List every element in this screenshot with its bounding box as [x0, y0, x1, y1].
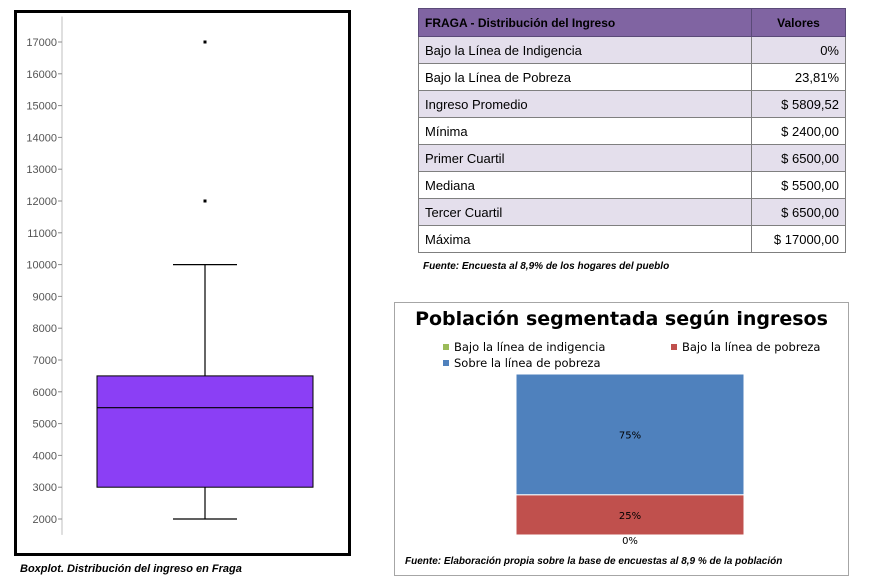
- data-label: 25%: [619, 511, 641, 522]
- legend-label: Bajo la línea de pobreza: [682, 340, 821, 354]
- legend-swatch: [671, 344, 677, 350]
- y-tick-label: 4000: [33, 450, 57, 462]
- y-tick-label: 10000: [26, 260, 57, 272]
- table-header-label: FRAGA - Distribución del Ingreso: [418, 8, 752, 37]
- legend-item-sobre-pobreza: Sobre la línea de pobreza: [443, 356, 601, 370]
- y-tick-label: 6000: [33, 387, 57, 399]
- table-row: Ingreso Promedio $ 5809,52: [418, 90, 846, 118]
- y-tick-label: 16000: [26, 69, 57, 81]
- table-row: Mediana $ 5500,00: [418, 171, 846, 199]
- y-tick-label: 14000: [26, 132, 57, 144]
- row-value: $ 6500,00: [751, 198, 846, 226]
- y-tick-label: 11000: [27, 228, 57, 240]
- y-tick-label: 9000: [33, 291, 57, 303]
- y-tick-label: 17000: [26, 37, 57, 49]
- row-value: 23,81%: [751, 63, 846, 91]
- table-header-row: FRAGA - Distribución del Ingreso Valores: [418, 8, 846, 37]
- table-header-value: Valores: [751, 8, 846, 37]
- row-label: Bajo la Línea de Pobreza: [418, 63, 752, 91]
- legend-item-indigencia: Bajo la línea de indigencia: [443, 340, 605, 354]
- row-value: $ 17000,00: [751, 225, 846, 253]
- boxplot-panel: 2000 3000 4000 5000 6000 7000 8000 9000 10000 110…: [14, 10, 351, 556]
- stacked-bar-chart: 0% 25% 75%: [515, 373, 745, 547]
- chart-source-note: Fuente: Elaboración propia sobre la base…: [405, 556, 783, 567]
- row-label: Ingreso Promedio: [418, 90, 752, 118]
- y-tick-label: 2000: [33, 514, 57, 526]
- boxplot-caption: Boxplot. Distribución del ingreso en Fra…: [20, 563, 242, 575]
- segmented-chart-panel: Población segmentada según ingresos Bajo…: [394, 302, 849, 576]
- boxplot-chart: 2000 3000 4000 5000 6000 7000 8000 9000 10000 110…: [26, 16, 314, 535]
- y-tick-label: 5000: [33, 419, 57, 431]
- table-row: Primer Cuartil $ 6500,00: [418, 144, 846, 172]
- bar-segment: [515, 373, 745, 496]
- row-value: $ 5500,00: [751, 171, 846, 199]
- table-row: Bajo la Línea de Pobreza 23,81%: [418, 63, 846, 91]
- y-tick-label: 15000: [26, 101, 57, 113]
- table-row: Tercer Cuartil $ 6500,00: [418, 198, 846, 226]
- row-value: $ 2400,00: [751, 117, 846, 145]
- row-value: 0%: [751, 36, 846, 64]
- table-row: Máxima $ 17000,00: [418, 225, 846, 253]
- iqr-box: [96, 375, 314, 488]
- y-tick-label: 13000: [26, 164, 57, 176]
- legend-swatch: [443, 360, 449, 366]
- row-label: Primer Cuartil: [418, 144, 752, 172]
- legend-label: Bajo la línea de indigencia: [454, 340, 606, 354]
- row-value: $ 6500,00: [751, 144, 846, 172]
- y-tick-label: 7000: [33, 355, 57, 367]
- row-label: Mediana: [418, 171, 752, 199]
- row-label: Tercer Cuartil: [418, 198, 752, 226]
- y-tick-label: 12000: [26, 196, 57, 208]
- y-tick-label: 3000: [33, 482, 57, 494]
- table-source-note: Fuente: Encuesta al 8,9% de los hogares …: [423, 261, 670, 272]
- outlier-point: [203, 199, 207, 203]
- outlier-point: [203, 40, 207, 44]
- table-row: Bajo la Línea de Indigencia 0%: [418, 36, 846, 64]
- table-row: Mínima $ 2400,00: [418, 117, 846, 145]
- y-tick-label: 8000: [33, 323, 57, 335]
- legend-label: Sobre la línea de pobreza: [454, 356, 601, 370]
- income-distribution-table: FRAGA - Distribución del Ingreso Valores…: [418, 8, 846, 253]
- row-label: Mínima: [418, 117, 752, 145]
- legend-swatch: [443, 344, 449, 350]
- data-label: 75%: [619, 430, 641, 441]
- row-label: Bajo la Línea de Indigencia: [418, 36, 752, 64]
- row-value: $ 5809,52: [751, 90, 846, 118]
- row-label: Máxima: [418, 225, 752, 253]
- chart-title: Población segmentada según ingresos: [415, 308, 828, 330]
- legend-item-pobreza: Bajo la línea de pobreza: [671, 340, 820, 354]
- data-label: 0%: [622, 536, 638, 547]
